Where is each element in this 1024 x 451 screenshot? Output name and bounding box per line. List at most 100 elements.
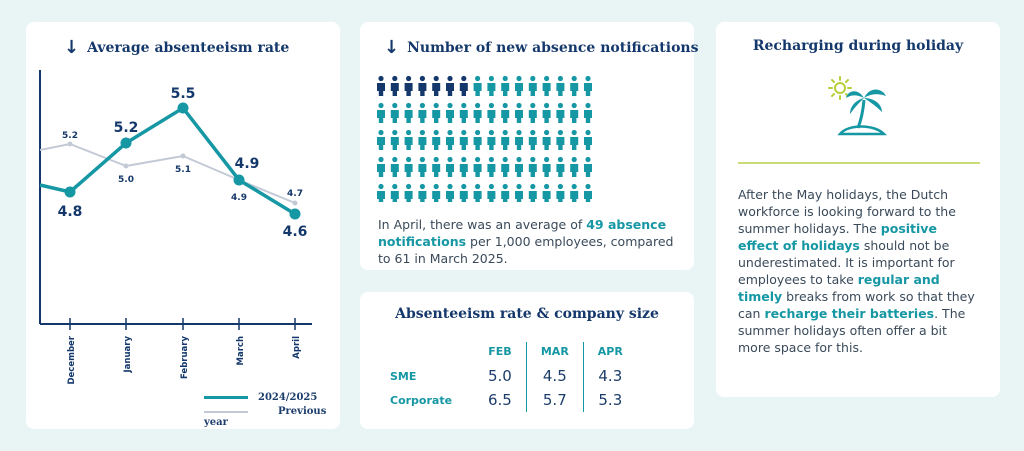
person-icon xyxy=(377,102,385,123)
person-icon xyxy=(473,75,482,96)
notifications-text-pre: In April, there was an average of xyxy=(378,217,587,232)
person-icon xyxy=(570,129,579,150)
person-icon xyxy=(542,102,551,123)
person-icon xyxy=(487,129,496,150)
person-icon xyxy=(556,156,565,177)
person-icon xyxy=(570,156,579,177)
holiday-text-part: . The summer holidays often offer a bit … xyxy=(738,306,966,355)
table-cell: 5.0 xyxy=(488,367,512,385)
person-icon xyxy=(528,102,537,123)
holiday-text-part: After the May holidays, the Dutch workfo… xyxy=(738,187,956,236)
person-icon xyxy=(418,156,427,177)
line-chart: December January February March April 5.2 5.0 5… xyxy=(39,70,312,385)
legend-swatch-current xyxy=(204,396,248,399)
person-icon xyxy=(459,183,468,202)
person-icon xyxy=(570,183,579,202)
table-cell: 6.5 xyxy=(488,391,512,409)
holiday-text: After the May holidays, the Dutch workfo… xyxy=(738,186,978,356)
point-current xyxy=(120,137,132,149)
company-size-card: Absenteeism rate & company size FEB MAR … xyxy=(360,292,694,429)
person-icon xyxy=(528,75,537,96)
table-header-empty xyxy=(384,342,474,364)
point-previous xyxy=(180,153,186,159)
person-icon xyxy=(446,129,454,150)
person-icon xyxy=(473,129,482,150)
data-label-current: 4.9 xyxy=(235,156,260,172)
point-previous xyxy=(123,163,129,169)
table-cell: 5.7 xyxy=(525,388,584,412)
person-icon xyxy=(515,75,523,96)
table-cell: 4.5 xyxy=(525,364,584,388)
person-icon xyxy=(501,75,510,96)
table-cell: 5.3 xyxy=(582,388,637,412)
person-icon xyxy=(556,183,565,202)
chart-title-text: Average absenteeism rate xyxy=(87,40,290,56)
legend-label-current: 2024/2025 xyxy=(258,392,318,403)
column-header: MAR xyxy=(525,342,584,364)
table-row: Corporate 6.5 5.7 5.3 xyxy=(384,388,637,412)
person-icon xyxy=(432,156,441,177)
person-icon xyxy=(390,102,399,123)
person-icon xyxy=(542,75,551,96)
person-icon xyxy=(404,102,413,123)
company-size-table: FEB MAR APR SME 5.0 4.5 4.3 Corporate 6.… xyxy=(384,342,637,412)
person-icon xyxy=(404,183,413,202)
absenteeism-chart-card: ↓ Average absenteeism rate December Januar… xyxy=(26,22,340,429)
person-icon xyxy=(446,75,454,96)
person-icon xyxy=(473,156,482,177)
person-icon xyxy=(377,129,385,150)
person-icon xyxy=(390,156,399,177)
data-label-current: 4.6 xyxy=(283,224,308,240)
x-tick-label: January xyxy=(123,336,133,374)
person-icon xyxy=(487,156,496,177)
person-icon xyxy=(584,183,592,202)
notifications-text: In April, there was an average of 49 abs… xyxy=(378,216,678,267)
holiday-text-part: should not be underestimated. It is impo… xyxy=(738,238,955,287)
person-icon xyxy=(377,156,385,177)
person-icon xyxy=(542,129,551,150)
chart-title: ↓ Average absenteeism rate xyxy=(64,36,290,58)
person-icon xyxy=(528,183,537,202)
person-icon xyxy=(418,75,427,96)
holiday-text-highlight: recharge their batteries xyxy=(764,306,935,321)
legend-item-current: 2024/2025 xyxy=(204,392,317,403)
company-size-title: Absenteeism rate & company size xyxy=(395,306,659,322)
person-icon xyxy=(487,183,496,202)
table-header-row: FEB MAR APR xyxy=(384,342,637,364)
person-icon xyxy=(432,183,441,202)
person-icon xyxy=(501,183,510,202)
holiday-text-highlight: regular and timely xyxy=(738,272,940,304)
palm-island-icon xyxy=(828,76,888,136)
person-icon xyxy=(556,102,565,123)
person-icon xyxy=(584,156,592,177)
arrow-down-icon: ↓ xyxy=(64,37,80,58)
series-line-previous xyxy=(39,142,296,204)
person-icon xyxy=(501,129,510,150)
table-cell: 4.3 xyxy=(582,364,637,388)
notifications-text-post: per 1,000 employees, compared to 61 in M… xyxy=(378,234,674,266)
x-tick-label: April xyxy=(292,336,302,359)
point-previous xyxy=(292,200,298,206)
person-icon xyxy=(404,129,413,150)
point-previous xyxy=(67,141,73,147)
divider xyxy=(738,162,980,164)
arrow-down-icon: ↓ xyxy=(384,37,400,58)
person-icon xyxy=(390,129,399,150)
holiday-text-part: breaks from work so that they can xyxy=(738,289,975,321)
person-icon xyxy=(556,129,565,150)
person-icon xyxy=(528,129,537,150)
person-icon xyxy=(418,129,427,150)
person-icon xyxy=(432,102,441,123)
data-label-previous: 5.0 xyxy=(118,175,134,185)
person-icon xyxy=(473,183,482,202)
point-current xyxy=(177,102,189,114)
person-icon xyxy=(390,75,399,96)
point-current xyxy=(64,186,76,198)
person-icon xyxy=(487,102,496,123)
row-label: Corporate xyxy=(390,393,453,407)
person-icon xyxy=(404,75,413,96)
person-icon xyxy=(459,102,468,123)
data-label-current: 5.2 xyxy=(114,120,139,136)
x-tick-label: December xyxy=(67,335,77,384)
x-tick-label: March xyxy=(236,336,246,365)
